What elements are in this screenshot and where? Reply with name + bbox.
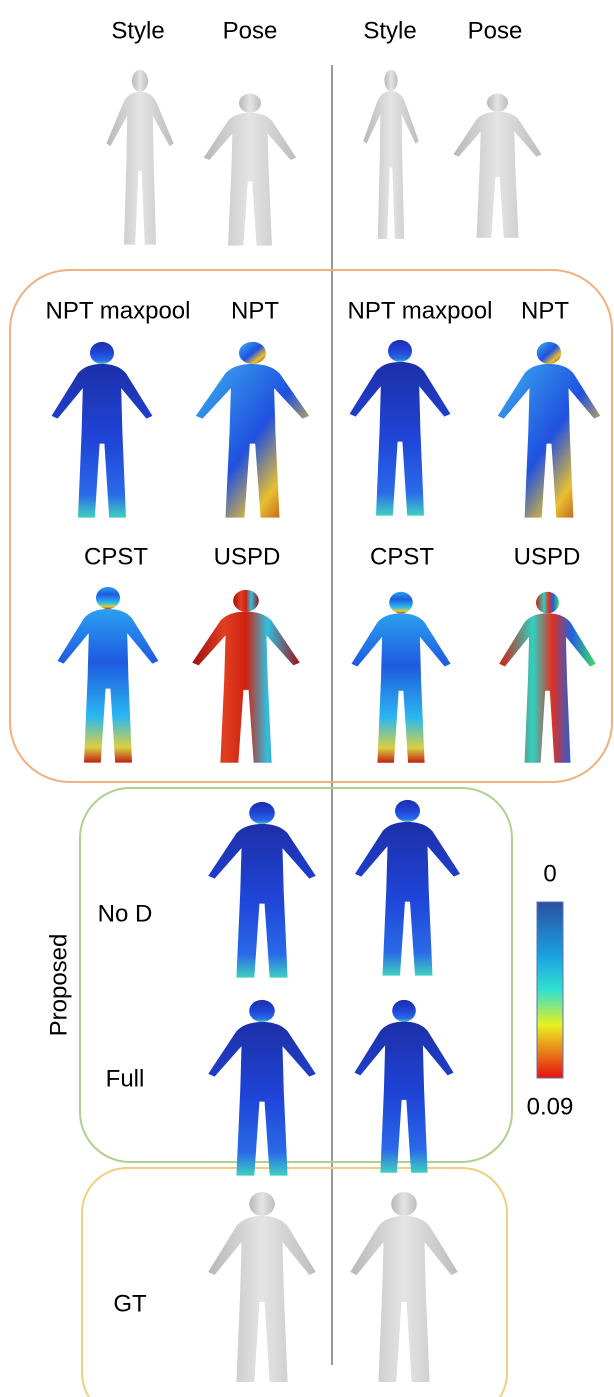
input-meshes xyxy=(106,70,541,246)
method-label: USPD xyxy=(514,543,581,570)
colorbar-min: 0 xyxy=(543,860,556,887)
mesh xyxy=(52,342,153,518)
proposed-box xyxy=(80,788,512,1162)
method-label: NPT maxpool xyxy=(46,297,191,324)
mesh xyxy=(106,70,173,245)
mesh xyxy=(58,587,159,763)
mesh xyxy=(208,1000,316,1176)
mesh xyxy=(196,342,309,518)
mesh xyxy=(192,590,300,763)
row-label: GT xyxy=(113,1290,147,1317)
method-label: CPST xyxy=(84,543,148,570)
mesh xyxy=(208,802,316,978)
row-label: No D xyxy=(98,900,153,927)
method-label: CPST xyxy=(370,543,434,570)
proposed-label: Proposed xyxy=(45,934,72,1037)
colorbar-max: 0.09 xyxy=(527,1093,574,1120)
colorbar xyxy=(537,902,563,1078)
column-header: Pose xyxy=(223,17,278,44)
mesh xyxy=(350,1192,458,1382)
column-header: Pose xyxy=(468,17,523,44)
method-label: NPT maxpool xyxy=(348,297,493,324)
mesh xyxy=(363,70,418,239)
error-meshes xyxy=(52,340,601,518)
mesh xyxy=(354,1000,453,1173)
mesh xyxy=(498,342,600,518)
method-label: NPT xyxy=(521,297,569,324)
method-label: NPT xyxy=(231,297,279,324)
mesh xyxy=(208,1192,316,1382)
mesh xyxy=(351,592,450,763)
column-header: Style xyxy=(111,17,164,44)
row-label: Full xyxy=(106,1065,145,1092)
error-meshes xyxy=(58,587,596,763)
figure: Style Pose Style Pose NPT maxpool NPT NP… xyxy=(0,0,614,1397)
mesh xyxy=(453,94,541,238)
mesh xyxy=(350,340,451,516)
mesh xyxy=(499,592,596,763)
gt-box xyxy=(82,1168,507,1397)
mesh xyxy=(204,94,296,246)
mesh xyxy=(355,800,460,976)
page: Style Pose Style Pose NPT maxpool NPT NP… xyxy=(0,0,614,1397)
proposed-meshes xyxy=(208,800,460,1176)
column-header: Style xyxy=(363,17,416,44)
method-label: USPD xyxy=(214,543,281,570)
